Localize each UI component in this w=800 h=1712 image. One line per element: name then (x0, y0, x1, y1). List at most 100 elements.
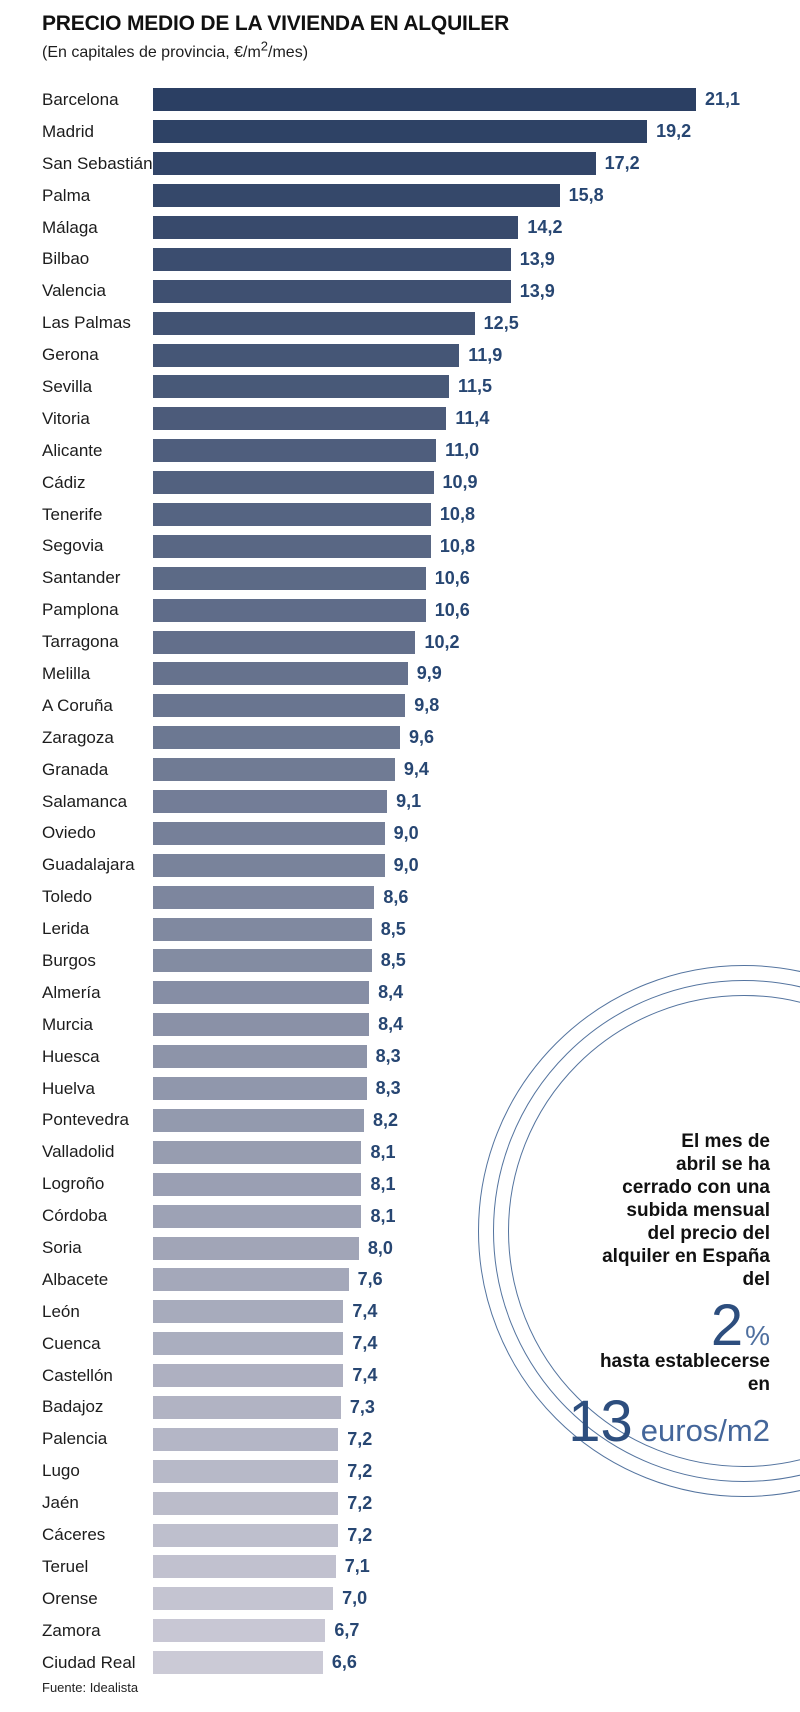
value-label: 9,6 (409, 727, 435, 748)
category-label: Badajoz (42, 1397, 104, 1417)
bar-row: Salamanca 9,1 (0, 786, 800, 818)
bar-row: Burgos 8,5 (0, 945, 800, 977)
bar (153, 790, 388, 814)
bar-row: Melilla 9,9 (0, 658, 800, 690)
bar (153, 1427, 339, 1451)
bar (153, 949, 372, 973)
category-label: Albacete (42, 1269, 109, 1289)
bar-row: Badajoz 7,3 (0, 1392, 800, 1424)
value-label: 13,9 (519, 248, 555, 269)
category-label: Huelva (42, 1078, 95, 1098)
bar (153, 1364, 344, 1388)
value-label: 7,3 (349, 1396, 375, 1417)
percent-sign: % (745, 1320, 770, 1351)
category-label: Bilbao (42, 249, 90, 269)
bar (153, 726, 401, 750)
bar-chart: Barcelona 21,1 Madrid 19,2 San Sebastián 17,2… (0, 84, 800, 1679)
category-label: Lerida (42, 919, 90, 939)
bar-row: Córdoba 8,1 (0, 1200, 800, 1232)
category-label: Málaga (42, 217, 98, 237)
bar-row: Palencia 7,2 (0, 1423, 800, 1455)
category-label: San Sebastián (42, 153, 153, 173)
bar-row: Albacete 7,6 (0, 1264, 800, 1296)
source-credit: Fuente: Idealista (42, 1680, 139, 1695)
bar-row: Castellón 7,4 (0, 1360, 800, 1392)
value-label: 7,2 (347, 1492, 373, 1513)
category-label: Ciudad Real (42, 1652, 136, 1672)
category-label: Salamanca (42, 791, 128, 811)
value-label: 8,5 (380, 950, 406, 971)
value-label: 7,2 (347, 1428, 373, 1449)
category-label: Oviedo (42, 823, 96, 843)
bar-row: Bilbao 13,9 (0, 243, 800, 275)
value-label: 8,4 (378, 982, 404, 1003)
bar (153, 375, 449, 399)
category-label: Sevilla (42, 376, 93, 396)
bar (153, 662, 408, 686)
bar-row: Sevilla 11,5 (0, 371, 800, 403)
bar-row: Lugo 7,2 (0, 1455, 800, 1487)
value-label: 7,2 (347, 1524, 373, 1545)
bar-row: Guadalajara 9,0 (0, 849, 800, 881)
subtitle-prefix: (En capitales de provincia, €/m (42, 44, 261, 61)
bar (153, 1108, 365, 1132)
bar (153, 1140, 362, 1164)
value-label: 10,6 (434, 599, 470, 620)
category-label: Logroño (42, 1174, 105, 1194)
value-label: 11,9 (468, 344, 503, 365)
bar-row: Ciudad Real 6,6 (0, 1647, 800, 1679)
bar-row: León 7,4 (0, 1296, 800, 1328)
value-label: 11,0 (445, 440, 480, 461)
bar-row: Palma 15,8 (0, 180, 800, 212)
bar (153, 1045, 367, 1069)
bar (153, 120, 648, 144)
category-label: Valencia (42, 281, 106, 301)
bar (153, 566, 426, 590)
bar (153, 439, 437, 463)
value-label: 8,1 (370, 1205, 396, 1226)
category-label: Palencia (42, 1429, 108, 1449)
category-label: Tenerife (42, 504, 103, 524)
page-title: PRECIO MEDIO DE LA VIVIENDA EN ALQUILER (42, 12, 510, 35)
bar-row: Tarragona 10,2 (0, 626, 800, 658)
category-label: Soria (42, 1238, 82, 1257)
value-label: 8,2 (373, 1109, 399, 1130)
value-label: 9,8 (414, 695, 440, 716)
bar (153, 343, 460, 367)
chart-subtitle: (En capitales de provincia, €/m2/mes) (42, 40, 762, 62)
value-label: 9,0 (393, 822, 419, 843)
bar-row: Madrid 19,2 (0, 116, 800, 148)
bar (153, 630, 416, 654)
bar-row: Jaén 7,2 (0, 1487, 800, 1519)
category-label: Castellón (42, 1365, 113, 1385)
category-label: Melilla (42, 663, 91, 683)
category-label: Teruel (42, 1556, 89, 1576)
category-label: Segovia (42, 536, 104, 556)
category-label: Almería (42, 982, 101, 1002)
value-label: 8,4 (378, 1014, 404, 1035)
bar (153, 885, 375, 909)
value-label: 13,9 (519, 280, 555, 301)
bar-row: Teruel 7,1 (0, 1551, 800, 1583)
subtitle-superscript: 2 (260, 38, 269, 54)
bar-row: Gerona 11,9 (0, 339, 800, 371)
bar-row: Oviedo 9,0 (0, 817, 800, 849)
value-label: 7,4 (352, 1301, 378, 1322)
value-label: 8,1 (370, 1173, 396, 1194)
category-label: Tarragona (42, 632, 119, 652)
bar (153, 1555, 336, 1579)
bar (153, 216, 519, 239)
value-label: 6,7 (334, 1620, 360, 1641)
value-label: 9,9 (416, 663, 442, 684)
annotation-price-unit: euros/m2 (640, 1413, 770, 1448)
value-label: 15,8 (568, 185, 604, 206)
bar-row: Málaga 14,2 (0, 212, 800, 244)
bar-row: Valencia 13,9 (0, 275, 800, 307)
bar (153, 1077, 367, 1101)
bar-row: Pamplona 10,6 (0, 594, 800, 626)
bar-row: Alicante 11,0 (0, 435, 800, 467)
category-label: Orense (42, 1588, 98, 1608)
annotation-price-figure: 13 euros/m2 (470, 1388, 770, 1455)
bar-row: Vitoria 11,4 (0, 403, 800, 435)
